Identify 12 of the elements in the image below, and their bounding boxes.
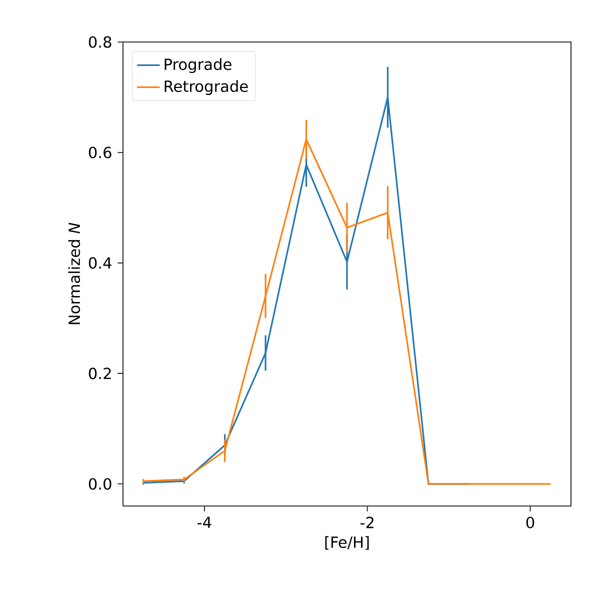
x-axis-title: [Fe/H]: [325, 536, 369, 550]
y-tick-label: 0.8: [88, 36, 112, 48]
y-axis-title: Normalized N: [68, 222, 80, 324]
legend-label: Prograde: [164, 58, 232, 74]
x-tick-label: 0: [526, 516, 534, 528]
legend-label: Retrograde: [164, 80, 248, 96]
x-tick-label: -4: [198, 516, 212, 528]
y-tick-label: 0.2: [88, 368, 111, 380]
y-tick-label: 0.4: [88, 257, 112, 269]
y-tick-label: 0.6: [88, 146, 112, 158]
y-tick-label: 0.0: [88, 478, 112, 490]
x-tick-label: -2: [360, 516, 374, 528]
